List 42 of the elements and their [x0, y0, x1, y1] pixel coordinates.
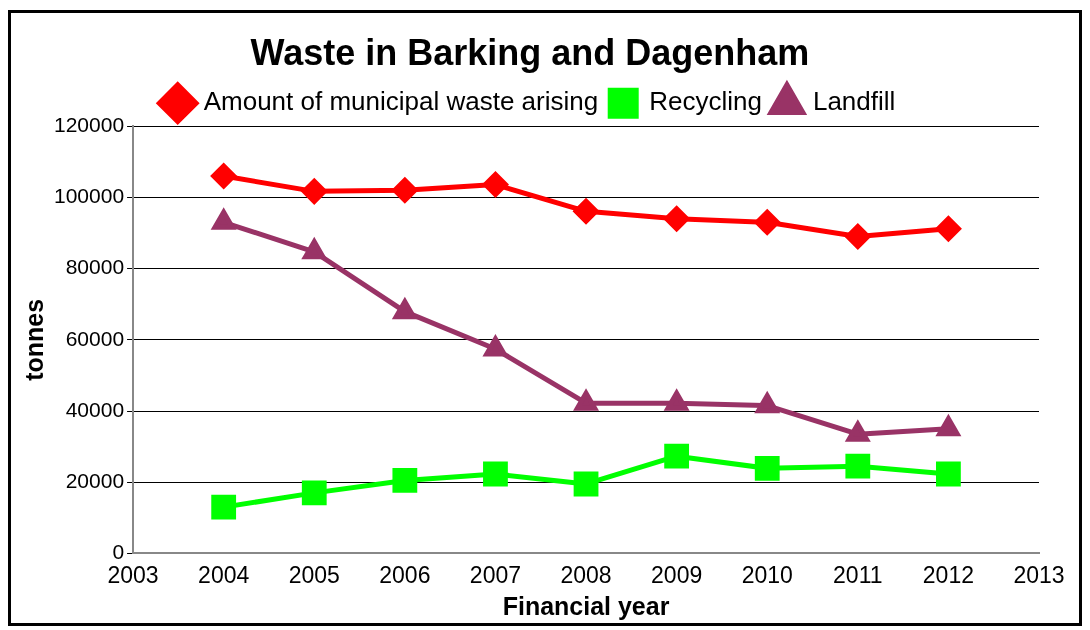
x-tick-label: 2004: [198, 561, 250, 588]
point: [211, 163, 237, 189]
legend-label: Recycling: [649, 86, 762, 117]
y-tick-label: 120000: [54, 113, 125, 136]
point: [845, 453, 871, 479]
point: [754, 209, 780, 235]
y-tick-label: 100000: [54, 184, 125, 208]
x-axis-title: Financial year: [502, 591, 670, 620]
point: [392, 468, 418, 493]
x-tick-label: 2009: [651, 561, 703, 588]
x-tick-label: 2008: [560, 561, 612, 588]
x-tick-label: 2005: [288, 561, 340, 588]
x-tick-label: 2011: [833, 561, 883, 588]
x-tick-label: 2006: [379, 561, 431, 588]
y-tick-label: 0: [112, 540, 125, 564]
legend-label: Amount of municipal waste arising: [203, 86, 599, 117]
point: [573, 198, 599, 224]
point: [482, 172, 508, 198]
legend-label: Landfill: [812, 86, 896, 117]
y-tick-label: 20000: [65, 469, 125, 492]
point: [301, 178, 327, 204]
x-tick-label: 2013: [1013, 561, 1065, 588]
point: [754, 455, 780, 481]
x-tick-label: 2007: [469, 561, 522, 588]
point: [936, 461, 961, 487]
point: [845, 224, 871, 250]
y-tick-label: 40000: [65, 397, 125, 421]
x-tick-label: 2012: [922, 561, 974, 588]
y-tick-label: 80000: [65, 255, 125, 279]
point: [392, 177, 418, 203]
point: [664, 443, 690, 469]
point: [483, 461, 508, 487]
point: [935, 216, 961, 242]
x-tick-label: 2010: [741, 561, 793, 588]
y-axis-title: tonnes: [19, 298, 48, 381]
point: [664, 206, 690, 232]
chart-title: Waste in Barking and Dagenham: [250, 31, 810, 73]
point: [573, 471, 599, 497]
x-tick-label: 2003: [107, 561, 159, 588]
point: [211, 494, 237, 520]
y-tick-label: 60000: [65, 326, 125, 350]
point: [301, 480, 327, 506]
